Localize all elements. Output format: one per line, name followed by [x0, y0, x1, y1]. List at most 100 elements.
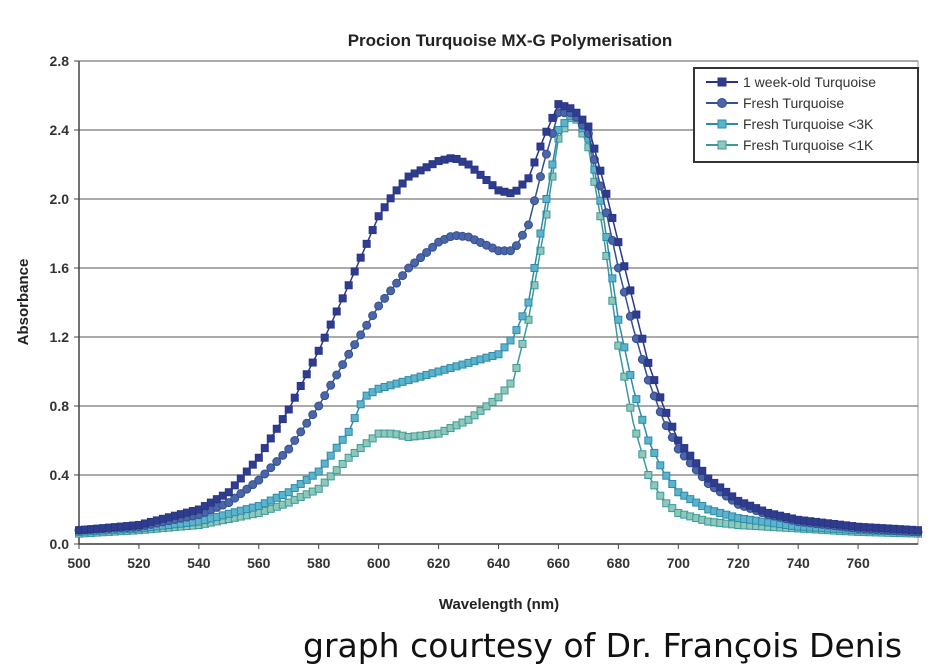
data-point: [638, 450, 647, 459]
data-point: [260, 444, 269, 453]
data-point: [542, 127, 551, 136]
data-point: [302, 370, 311, 379]
data-point: [350, 448, 359, 457]
data-point: [704, 474, 713, 483]
data-point: [500, 343, 509, 352]
data-point: [392, 186, 401, 195]
data-point: [332, 443, 341, 452]
y-tick-label: 0.4: [50, 467, 70, 483]
data-point: [590, 177, 599, 186]
data-point: [728, 492, 737, 501]
y-tick-label: 1.6: [50, 260, 70, 276]
data-point: [482, 402, 491, 411]
data-point: [404, 263, 414, 273]
data-point: [308, 471, 317, 480]
data-point: [488, 181, 497, 190]
data-point: [284, 488, 293, 497]
data-point: [512, 326, 521, 335]
legend: 1 week-old Turquoise Fresh Turquoise Fresh…: [693, 67, 919, 163]
data-point: [278, 415, 287, 424]
axes: 0.0 0.4 0.8 1.2 1.6 2.0 2.4 2.8 500 520 540 560 580 6…: [50, 53, 918, 571]
data-point: [584, 122, 593, 131]
data-point: [332, 370, 342, 380]
series-group: [74, 100, 923, 538]
data-point: [517, 230, 527, 240]
data-point: [260, 469, 270, 479]
data-point: [314, 401, 324, 411]
data-point: [290, 436, 300, 445]
data-point: [572, 108, 581, 117]
data-point: [662, 408, 671, 417]
data-point: [236, 489, 246, 499]
data-point: [566, 104, 575, 113]
data-point: [308, 358, 317, 367]
legend-label: Fresh Turquoise: [743, 95, 844, 111]
data-point: [374, 212, 383, 221]
data-point: [266, 463, 276, 473]
data-point: [494, 393, 503, 402]
data-point: [656, 393, 665, 402]
legend-label: Fresh Turquoise <1K: [743, 137, 874, 153]
x-tick-label: 580: [307, 555, 331, 571]
data-point: [632, 310, 641, 319]
data-point: [368, 311, 378, 321]
data-point: [464, 415, 473, 424]
data-point: [242, 467, 251, 476]
data-point: [650, 448, 659, 457]
data-point: [320, 333, 329, 342]
data-point: [362, 320, 372, 330]
x-tick-label: 600: [367, 555, 391, 571]
data-point: [518, 180, 527, 189]
data-point: [314, 346, 323, 355]
series-3: [75, 111, 922, 538]
legend-marker: [717, 77, 727, 87]
data-point: [272, 457, 282, 467]
x-tick-label: 680: [607, 555, 631, 571]
data-point: [680, 444, 689, 453]
data-point: [668, 479, 677, 488]
data-point: [523, 220, 533, 230]
data-point: [638, 415, 647, 424]
data-point: [541, 149, 551, 159]
data-point: [224, 488, 233, 497]
data-point: [242, 484, 252, 494]
data-point: [662, 471, 671, 480]
data-point: [464, 160, 473, 169]
data-point: [512, 186, 521, 195]
data-point: [356, 444, 365, 453]
data-point: [368, 226, 377, 235]
data-point: [362, 239, 371, 248]
x-tick-label: 660: [547, 555, 571, 571]
data-point: [488, 397, 497, 406]
data-point: [614, 315, 623, 324]
data-point: [644, 471, 653, 479]
chart-svg: Procion Turquoise MX-G Polymerisation 0.…: [15, 31, 923, 613]
data-point: [326, 380, 336, 390]
y-tick-label: 0.8: [50, 398, 70, 414]
data-point: [224, 498, 234, 508]
series-line: [78, 112, 919, 533]
x-tick-label: 740: [786, 555, 810, 571]
data-point: [656, 461, 665, 470]
data-point: [350, 414, 359, 423]
data-point: [626, 286, 635, 295]
data-point: [674, 436, 683, 445]
data-point: [296, 427, 306, 437]
data-point: [608, 274, 617, 283]
data-point: [620, 343, 629, 352]
data-point: [356, 330, 366, 340]
x-tick-label: 500: [67, 555, 91, 571]
data-point: [344, 281, 353, 290]
legend-label: Fresh Turquoise <3K: [743, 116, 874, 132]
series-line: [78, 103, 919, 531]
data-point: [722, 487, 731, 496]
chart-title: Procion Turquoise MX-G Polymerisation: [348, 31, 673, 50]
data-point: [380, 203, 389, 212]
x-tick-label: 520: [127, 555, 151, 571]
data-point: [476, 170, 485, 179]
data-point: [284, 405, 293, 414]
data-point: [410, 258, 420, 268]
data-point: [320, 459, 329, 468]
data-point: [470, 165, 479, 174]
